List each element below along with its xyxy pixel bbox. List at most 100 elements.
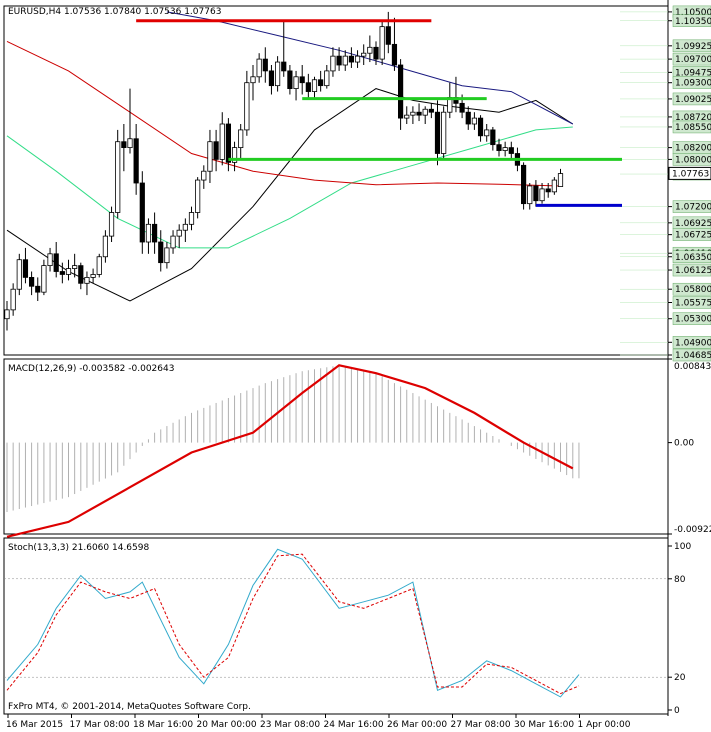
price-label-bg-18 <box>672 282 711 296</box>
price-label-bg-3 <box>672 52 711 66</box>
candle-body-62 <box>385 26 391 45</box>
price-label-bg-21 <box>672 336 711 349</box>
price-label-bg-12 <box>672 200 711 213</box>
candle-body-15 <box>96 256 102 275</box>
candle-body-61 <box>379 26 385 60</box>
candle-body-64 <box>397 64 404 119</box>
price-label-bg-1 <box>672 14 711 28</box>
price-tick-label-10: 1.08000 <box>675 155 711 165</box>
price-tick-label-14: 1.06725 <box>675 231 711 241</box>
candle-body-5 <box>35 285 41 293</box>
candle-body-45 <box>281 61 287 72</box>
chart-header: EURUSD,H4 1.07536 1.07840 1.07536 1.0776… <box>8 7 221 17</box>
candle-body-34 <box>213 141 219 160</box>
candle-body-78 <box>484 129 490 137</box>
candle-body-40 <box>250 76 256 84</box>
price-tick-label-1: 1.10350 <box>675 17 711 27</box>
candle-body-89 <box>551 179 557 193</box>
candle-body-33 <box>207 141 213 172</box>
x-tick-label-8: 30 Mar 16:00 <box>514 720 574 730</box>
price-label-bg-17 <box>672 263 711 277</box>
macd-tick-label-2: -0.00922 <box>674 525 711 535</box>
candle-body-67 <box>416 111 422 116</box>
price-tick-label-6: 1.09025 <box>675 95 711 105</box>
candle-body-63 <box>391 43 398 66</box>
candle-body-53 <box>330 55 336 72</box>
price-tick-label-13: 1.06925 <box>675 219 711 229</box>
x-tick-label-4: 23 Mar 08:00 <box>260 720 320 730</box>
current-price-tag <box>668 166 711 180</box>
candle-body-2 <box>16 259 22 290</box>
candle-body-54 <box>336 55 342 66</box>
candle-body-36 <box>225 123 231 163</box>
candle-body-44 <box>274 61 281 87</box>
candle-body-32 <box>201 170 207 181</box>
x-tick-label-2: 18 Mar 16:00 <box>133 720 193 730</box>
candle-body-6 <box>41 265 47 293</box>
price-tick-label-9: 1.08200 <box>675 144 711 154</box>
candle-body-9 <box>59 271 65 275</box>
candle-body-35 <box>219 123 225 160</box>
stoch-tick-label-3: 0 <box>674 706 680 716</box>
candle-body-60 <box>373 46 379 60</box>
candle-body-1 <box>10 288 16 311</box>
price-tick-label-20: 1.05300 <box>675 315 711 325</box>
candle-body-84 <box>521 164 527 205</box>
macd-title: MACD(12,26,9) -0.003582 -0.002643 <box>8 364 174 374</box>
footer-copyright: FxPro MT4, © 2001-2014, MetaQuotes Softw… <box>8 702 251 712</box>
macd-tick-label-0: 0.008434 <box>674 362 711 372</box>
candle-body-37 <box>231 147 238 163</box>
price-label-bg-6 <box>672 92 711 106</box>
candle-body-39 <box>244 82 250 131</box>
candle-body-27 <box>170 235 176 249</box>
candle-body-21 <box>133 138 139 184</box>
candle-body-31 <box>195 179 201 213</box>
price-tick-label-21: 1.04900 <box>675 338 711 348</box>
price-tick-label-22: 1.04685 <box>675 351 711 361</box>
candle-body-12 <box>78 265 84 284</box>
price-tick-label-18: 1.05800 <box>675 285 711 295</box>
candle-body-23 <box>145 223 152 243</box>
candle-body-20 <box>127 138 133 149</box>
stoch-tick-label-1: 80 <box>674 575 686 585</box>
candle-body-82 <box>508 147 514 154</box>
candle-body-47 <box>293 76 299 90</box>
price-tick-label-12: 1.07200 <box>675 203 711 213</box>
price-label-bg-22 <box>672 348 711 362</box>
x-tick-label-6: 26 Mar 00:00 <box>387 720 447 730</box>
ma-slow-line <box>6 40 561 187</box>
candle-body-51 <box>318 79 324 87</box>
candle-body-74 <box>459 102 465 113</box>
candle-body-50 <box>311 79 318 92</box>
candle-body-18 <box>115 141 121 213</box>
candle-body-41 <box>256 58 262 78</box>
candle-body-75 <box>465 111 471 125</box>
price-label-bg-14 <box>672 228 711 241</box>
price-tick-label-3: 1.09700 <box>675 55 711 65</box>
current-price-label: 1.07763 <box>672 169 709 179</box>
candle-body-0 <box>4 309 10 320</box>
candle-body-19 <box>121 141 127 149</box>
x-tick-label-1: 17 Mar 08:00 <box>70 720 130 730</box>
candle-body-87 <box>539 188 545 202</box>
candle-body-11 <box>72 265 78 269</box>
candle-body-49 <box>305 82 311 92</box>
candle-body-17 <box>108 212 115 237</box>
candle-body-57 <box>354 55 361 63</box>
price-label-bg-5 <box>672 76 711 89</box>
x-tick-label-3: 20 Mar 00:00 <box>197 720 257 730</box>
price-label-bg-10 <box>672 153 711 166</box>
candle-body-88 <box>545 188 551 193</box>
candle-body-4 <box>28 277 35 287</box>
candle-body-43 <box>268 70 275 87</box>
candle-body-48 <box>299 76 305 84</box>
candle-body-52 <box>324 70 330 87</box>
panel-frame-2 <box>3 358 669 535</box>
price-tick-label-16: 1.06350 <box>675 253 711 263</box>
candle-body-30 <box>188 212 195 225</box>
candle-body-59 <box>367 46 373 54</box>
candle-body-42 <box>262 58 268 72</box>
candle-body-10 <box>65 268 72 275</box>
ma-fast-line <box>6 88 574 302</box>
